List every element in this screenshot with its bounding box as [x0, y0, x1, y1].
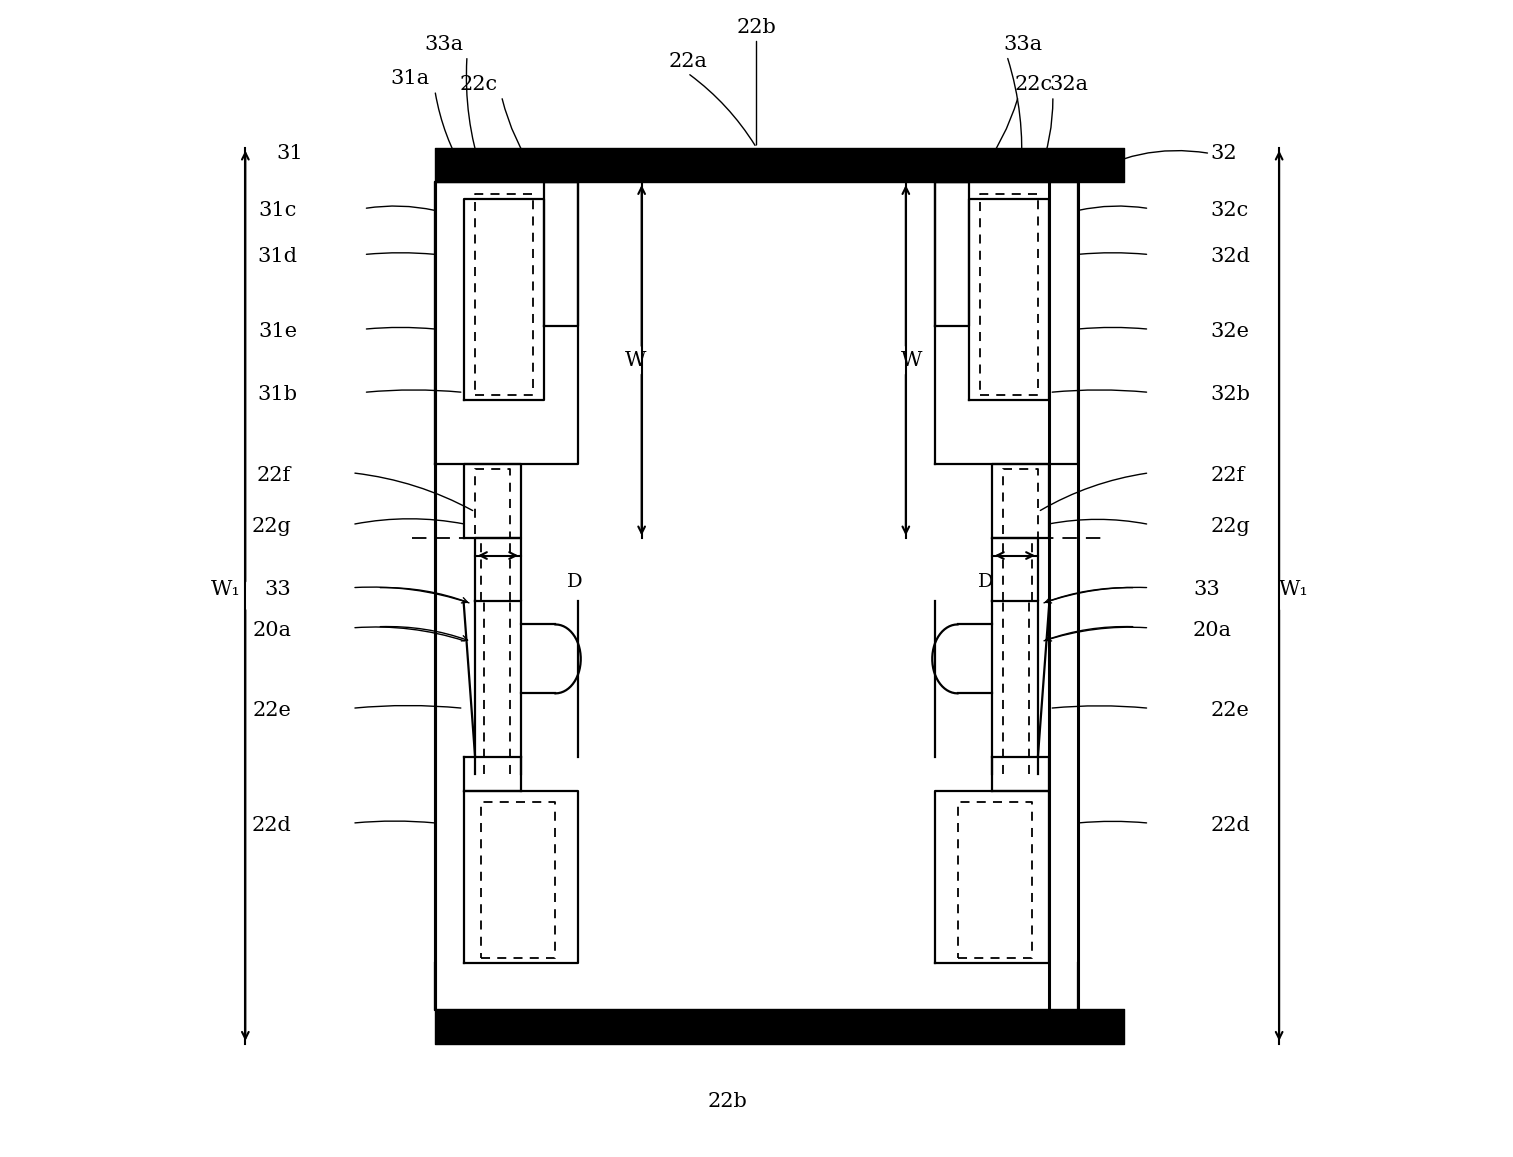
Text: 33: 33	[1192, 581, 1219, 599]
Text: 22e: 22e	[1210, 701, 1250, 720]
Text: D: D	[979, 573, 994, 591]
Text: W: W	[625, 351, 646, 370]
Text: 31d: 31d	[257, 248, 297, 266]
Text: 22g: 22g	[251, 517, 292, 537]
Text: 22b: 22b	[737, 17, 776, 37]
Text: 32d: 32d	[1210, 248, 1250, 266]
Text: 22d: 22d	[1210, 816, 1250, 835]
Text: 33a: 33a	[425, 35, 463, 54]
Text: 32: 32	[1210, 143, 1236, 163]
Text: 33a: 33a	[1003, 35, 1042, 54]
Text: 32b: 32b	[1210, 385, 1250, 404]
Text: 22e: 22e	[253, 701, 292, 720]
Text: D: D	[567, 573, 583, 591]
Text: 31c: 31c	[259, 201, 297, 221]
Text: 20a: 20a	[1192, 620, 1232, 640]
Text: 22c: 22c	[1015, 75, 1053, 94]
Text: 22c: 22c	[460, 75, 498, 94]
Text: W₁: W₁	[210, 581, 241, 599]
Text: 31e: 31e	[257, 322, 297, 341]
Text: 22f: 22f	[257, 465, 292, 485]
Text: 22f: 22f	[1210, 465, 1245, 485]
Text: W: W	[900, 351, 923, 370]
Text: 33: 33	[265, 581, 292, 599]
Text: 22g: 22g	[1210, 517, 1250, 537]
Text: 31: 31	[275, 143, 303, 163]
Text: 32e: 32e	[1210, 322, 1250, 341]
Text: 32c: 32c	[1210, 201, 1248, 221]
Text: 31a: 31a	[390, 69, 430, 88]
Text: 32a: 32a	[1050, 75, 1088, 94]
Text: 22b: 22b	[708, 1092, 747, 1111]
Text: 22d: 22d	[251, 816, 292, 835]
Text: W₁: W₁	[1278, 581, 1309, 599]
Text: 20a: 20a	[253, 620, 292, 640]
Text: 22a: 22a	[669, 52, 707, 71]
Text: 31b: 31b	[257, 385, 297, 404]
